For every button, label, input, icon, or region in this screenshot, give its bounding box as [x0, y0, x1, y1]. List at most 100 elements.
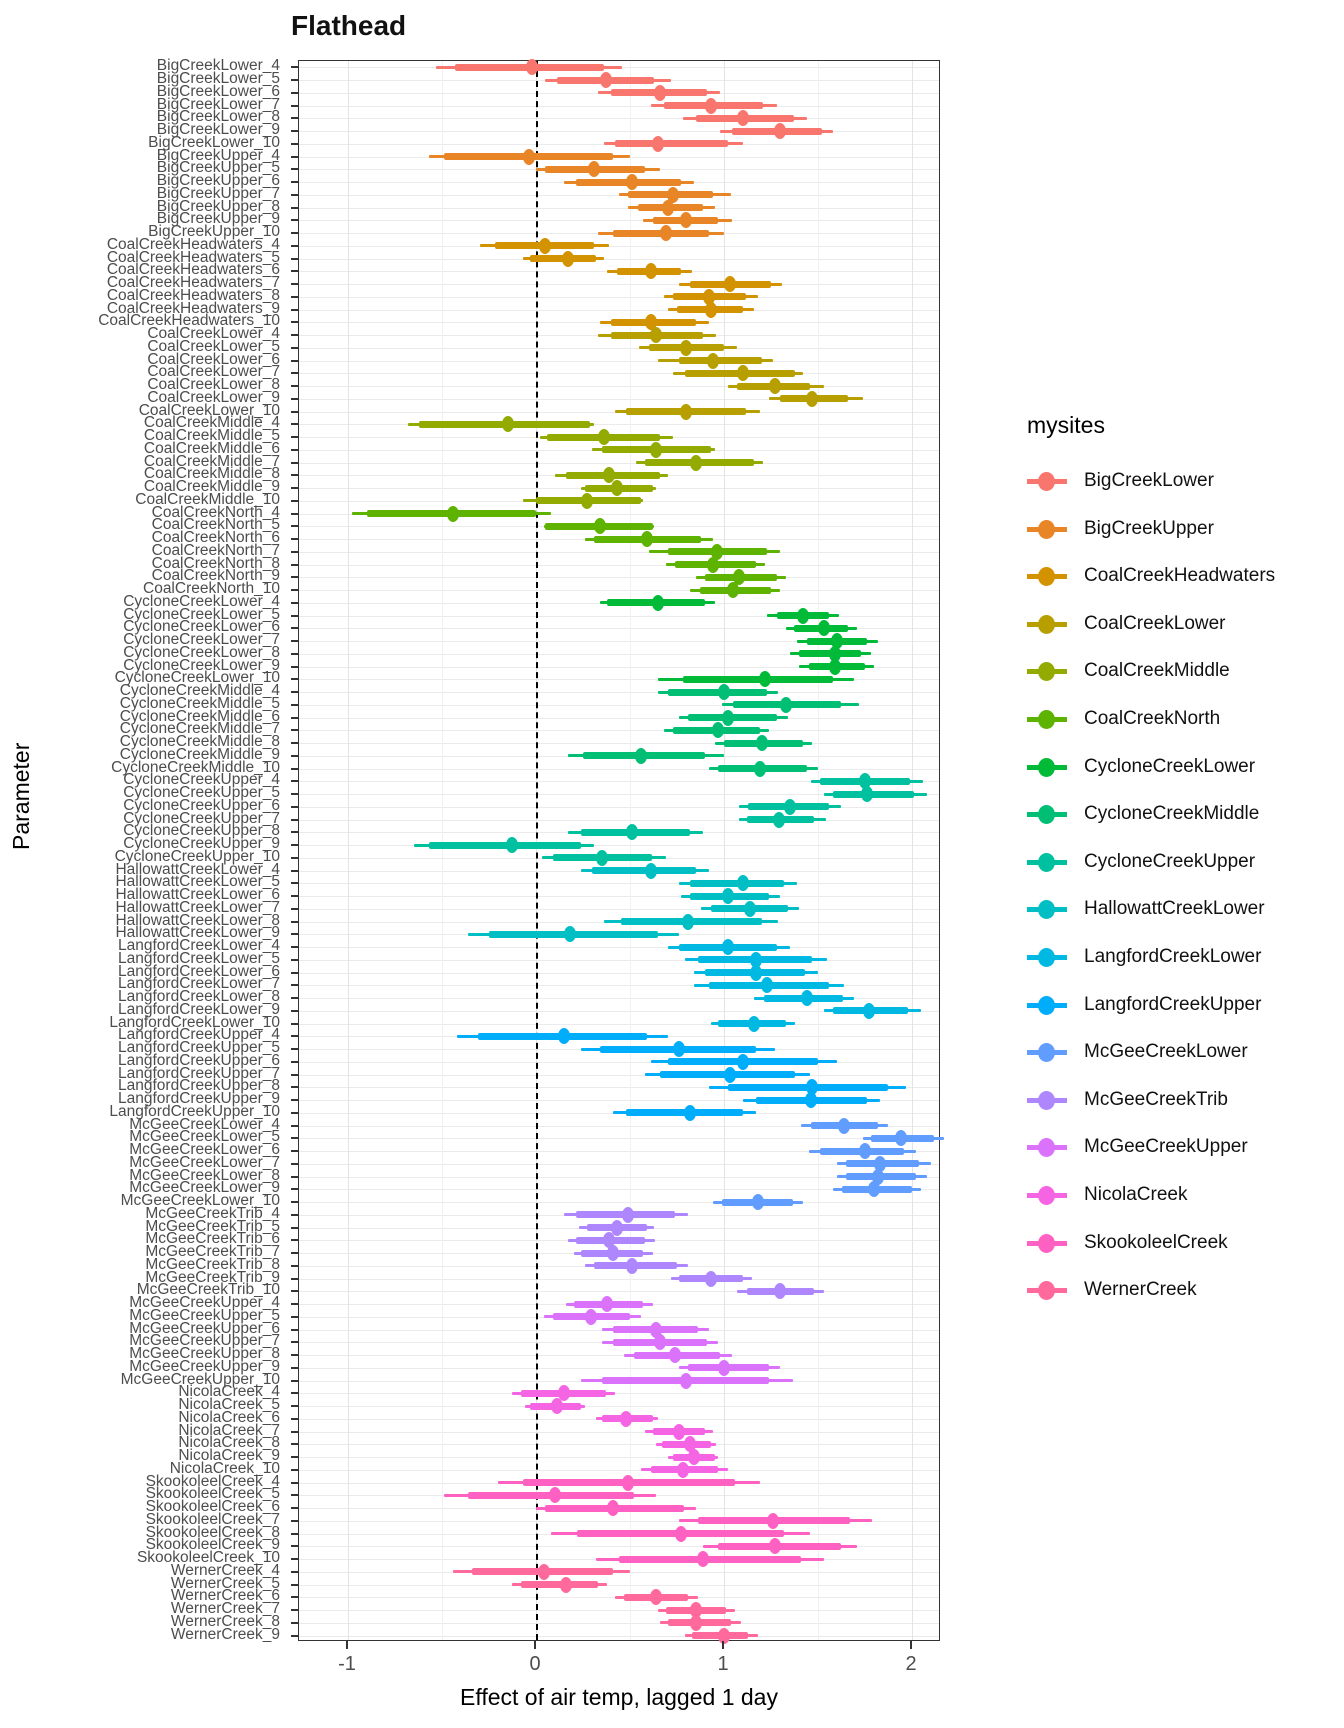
y-axis-label: CoalCreekLower_5	[147, 337, 280, 355]
legend-key-dot	[1038, 1186, 1055, 1205]
legend-label: LangfordCreekLower	[1084, 946, 1262, 967]
point-CoalCreekHeadwaters_7	[723, 276, 736, 293]
point-HallowattCreekLower_8	[682, 913, 695, 930]
point-BigCreekUpper_4	[522, 148, 535, 165]
y-tick	[291, 1290, 299, 1293]
legend-label: McGeeCreekUpper	[1084, 1136, 1248, 1158]
y-axis-label: McGeeCreekTrib_7	[145, 1243, 280, 1261]
h-gridline	[299, 845, 939, 847]
h-gridline	[299, 1176, 939, 1178]
legend-key-dot	[1038, 1138, 1055, 1158]
h-gridline	[299, 347, 939, 349]
y-tick	[291, 1341, 299, 1344]
y-tick	[291, 359, 299, 362]
v-gridline	[912, 61, 913, 1640]
point-McGeeCreekTrib_6	[603, 1232, 616, 1249]
h-gridline	[299, 1546, 939, 1548]
y-tick	[291, 831, 299, 834]
y-tick	[291, 385, 299, 388]
point-McGeeCreekTrib_10	[774, 1283, 787, 1300]
y-tick	[291, 754, 299, 757]
h-gridline	[299, 1610, 939, 1612]
y-axis-label: SkookoleelCreek_4	[145, 1472, 280, 1490]
y-axis-label: NicolaCreek_8	[178, 1434, 280, 1452]
y-tick	[291, 780, 299, 783]
y-tick	[291, 1048, 299, 1051]
point-CoalCreekHeadwaters_4	[539, 237, 552, 254]
y-tick	[291, 232, 299, 235]
h-gridline	[299, 883, 939, 885]
legend-label: WernerCreek	[1084, 1279, 1197, 1301]
y-tick	[291, 691, 299, 694]
point-CoalCreekHeadwaters_5	[562, 250, 574, 267]
y-axis-label: SkookoleelCreek_9	[145, 1536, 280, 1554]
h-gridline	[299, 679, 939, 681]
point-CoalCreekLower_4	[650, 327, 663, 344]
x-tick	[346, 1641, 348, 1649]
y-axis-label: LangfordCreekLower_8	[118, 988, 280, 1006]
point-HallowattCreekLower_5	[736, 875, 749, 892]
y-tick	[291, 461, 299, 464]
y-axis-label: McGeeCreekTrib_10	[136, 1281, 280, 1299]
y-tick	[291, 614, 299, 617]
y-tick	[291, 334, 299, 337]
point-LangfordCreekLower_7	[761, 977, 774, 994]
point-CoalCreekNorth_7	[710, 543, 723, 560]
h-gridline	[299, 1457, 939, 1459]
y-axis-label: LangfordCreekUpper_7	[118, 1064, 280, 1082]
y-axis-label: CoalCreekMiddle_9	[143, 478, 280, 496]
y-tick	[291, 1507, 299, 1510]
point-CoalCreekNorth_6	[640, 531, 653, 548]
point-BigCreekLower_9	[774, 123, 787, 140]
point-CoalCreekNorth_9	[733, 569, 745, 586]
y-tick	[291, 283, 299, 286]
y-axis-label: LangfordCreekUpper_6	[118, 1051, 280, 1069]
point-NicolaCreek_6	[620, 1410, 633, 1427]
h-gridline	[299, 972, 939, 974]
y-tick	[291, 1443, 299, 1446]
point-CoalCreekLower_8	[768, 378, 781, 395]
x-tick	[534, 1641, 536, 1649]
legend-key-dot	[1038, 1043, 1055, 1063]
y-tick	[291, 907, 299, 910]
y-tick	[291, 1060, 299, 1063]
y-tick	[291, 1213, 299, 1216]
ci-inner-CycloneCreekUpper_9	[428, 841, 582, 849]
y-tick	[291, 79, 299, 82]
y-axis-label: LangfordCreekLower_5	[118, 949, 280, 967]
y-axis-label: McGeeCreekLower_10	[120, 1192, 280, 1210]
y-tick	[291, 895, 299, 898]
h-gridline	[299, 1393, 939, 1395]
h-gridline	[299, 1278, 939, 1280]
legend-label: BigCreekUpper	[1084, 517, 1214, 539]
y-axis-label: HallowattCreekLower_8	[115, 911, 280, 929]
h-gridline	[299, 1125, 939, 1127]
y-axis-label: McGeeCreekTrib_8	[145, 1255, 280, 1273]
y-axis-title: Parameter	[8, 742, 34, 850]
point-McGeeCreekTrib_9	[704, 1270, 717, 1287]
y-tick	[291, 984, 299, 987]
y-axis-label: CycloneCreekLower_9	[123, 656, 280, 674]
legend-key-dot	[1038, 757, 1055, 777]
y-axis-label: CycloneCreekUpper_5	[123, 784, 280, 802]
y-tick	[291, 703, 299, 706]
y-tick	[291, 538, 299, 541]
y-tick	[291, 168, 299, 171]
h-gridline	[299, 743, 939, 745]
point-SkookoleelCreek_4	[622, 1474, 635, 1491]
y-axis-label: CoalCreekLower_4	[147, 325, 280, 343]
point-WernerCreek_9	[718, 1627, 730, 1644]
point-CycloneCreekLower_8	[828, 645, 841, 662]
h-gridline	[299, 628, 939, 630]
point-CycloneCreekMiddle_10	[753, 760, 766, 777]
h-gridline	[299, 1010, 939, 1012]
point-LangfordCreekUpper_4	[558, 1028, 571, 1045]
point-McGeeCreekUpper_6	[650, 1321, 663, 1338]
y-axis-label: NicolaCreek_10	[169, 1459, 280, 1477]
point-CoalCreekNorth_4	[447, 505, 460, 522]
y-tick	[291, 856, 299, 859]
y-tick	[291, 1099, 299, 1102]
legend-key-icon	[1027, 892, 1067, 926]
y-tick	[291, 1392, 299, 1395]
y-axis-label: NicolaCreek_6	[178, 1408, 280, 1426]
